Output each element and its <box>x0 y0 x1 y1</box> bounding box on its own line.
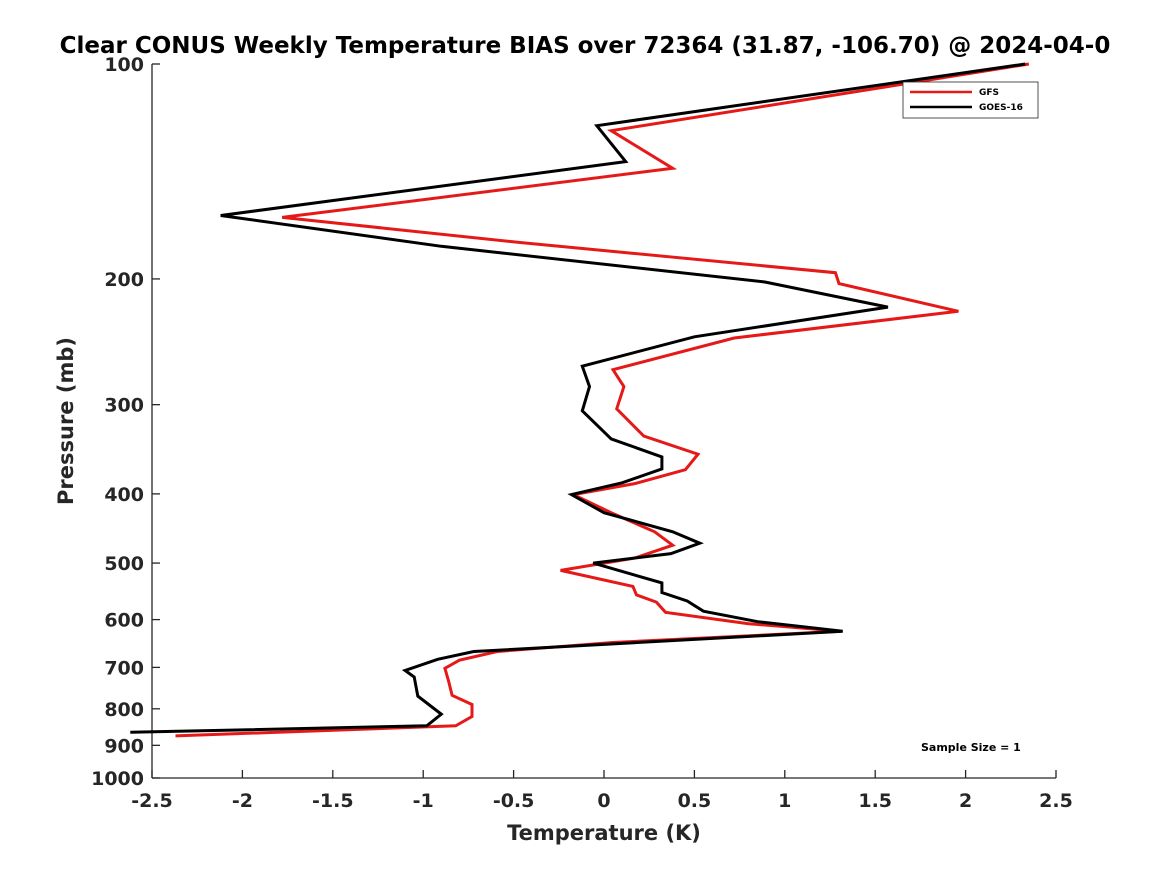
x-tick-label: 2.5 <box>1039 790 1073 812</box>
y-tick-label: 800 <box>104 699 144 721</box>
y-tick-label: 1000 <box>91 768 144 790</box>
x-tick-label: -1.5 <box>312 790 354 812</box>
legend-box <box>902 81 1039 119</box>
x-tick-label: -1 <box>413 790 434 812</box>
y-tick-label: 500 <box>104 553 144 575</box>
y-tick-label: 100 <box>104 54 144 76</box>
x-axis-ticks: -2.5 -2 -1.5 -1 -0.5 0 0.5 1 1.5 2 2.5 <box>131 770 1073 812</box>
y-tick-label: 200 <box>104 269 144 291</box>
plot-area: -2.5 -2 -1.5 -1 -0.5 0 0.5 1 1.5 2 2.5 100 200 300 40… <box>91 54 1073 812</box>
x-tick-label: 0 <box>597 790 610 812</box>
x-tick-label: 1.5 <box>858 790 892 812</box>
chart-title: Clear CONUS Weekly Temperature BIAS over… <box>60 33 1111 59</box>
x-tick-label: -0.5 <box>493 790 535 812</box>
x-tick-label: -2 <box>232 790 253 812</box>
x-tick-label: 1 <box>778 790 791 812</box>
y-axis-label: Pressure (mb) <box>54 337 78 505</box>
sample-size-annotation: Sample Size = 1 <box>921 741 1021 754</box>
y-tick-label: 600 <box>104 610 144 632</box>
x-tick-label: 0.5 <box>678 790 712 812</box>
x-axis-label: Temperature (K) <box>507 821 701 845</box>
series-line-goes16 <box>130 62 1026 734</box>
y-tick-label: 300 <box>104 395 144 417</box>
series-layer <box>130 62 1030 738</box>
legend: GFS GOES-16 <box>902 81 1039 119</box>
y-tick-label: 400 <box>104 484 144 506</box>
x-tick-label: -2.5 <box>131 790 173 812</box>
x-tick-label: 2 <box>959 790 972 812</box>
series-line-gfs <box>175 62 1030 738</box>
y-axis-ticks: 100 200 300 400 500 600 700 800 900 1000 <box>91 54 160 790</box>
y-tick-label: 900 <box>104 735 144 757</box>
legend-label-gfs: GFS <box>979 88 999 98</box>
legend-label-goes16: GOES-16 <box>979 103 1023 113</box>
y-tick-label: 700 <box>104 657 144 679</box>
